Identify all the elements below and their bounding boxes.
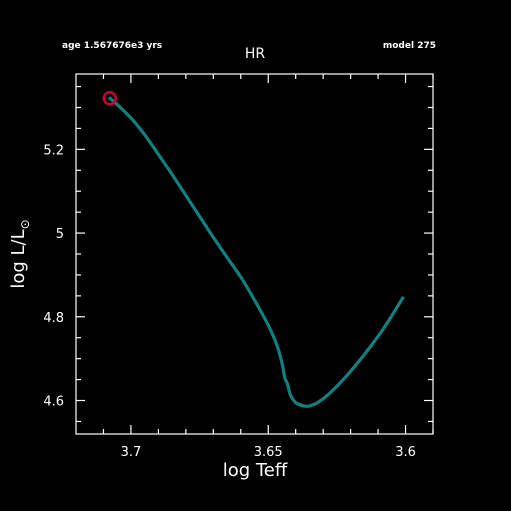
model-label: model 275 [383, 41, 436, 51]
x-tick-label: 3.65 [254, 445, 283, 460]
plot-frame [75, 73, 434, 435]
y-axis-label: log L/L⊙ [8, 219, 32, 288]
axis-ticks [76, 74, 434, 434]
y-tick-label: 4.8 [43, 311, 64, 326]
y-axis-label-text: log L/L [8, 229, 29, 288]
series-line [108, 96, 405, 408]
y-tick-label: 5 [56, 227, 64, 242]
chart-title: HR [245, 46, 266, 62]
current-model-marker [102, 91, 118, 106]
x-axis-label: log Teff [223, 460, 288, 481]
sun-symbol: ⊙ [18, 219, 32, 229]
age-label: age 1.567676e3 yrs [62, 41, 162, 51]
y-tick-label: 5.2 [43, 143, 64, 158]
y-tick-labels: 4.6 4.8 5 5.2 [43, 143, 64, 409]
y-axis-label-group: log L/L⊙ [8, 219, 32, 288]
y-tick-label: 4.6 [43, 395, 64, 410]
x-tick-label: 3.7 [121, 445, 142, 460]
x-tick-label: 3.6 [395, 445, 416, 460]
x-tick-labels: 3.7 3.65 3.6 [121, 445, 416, 460]
